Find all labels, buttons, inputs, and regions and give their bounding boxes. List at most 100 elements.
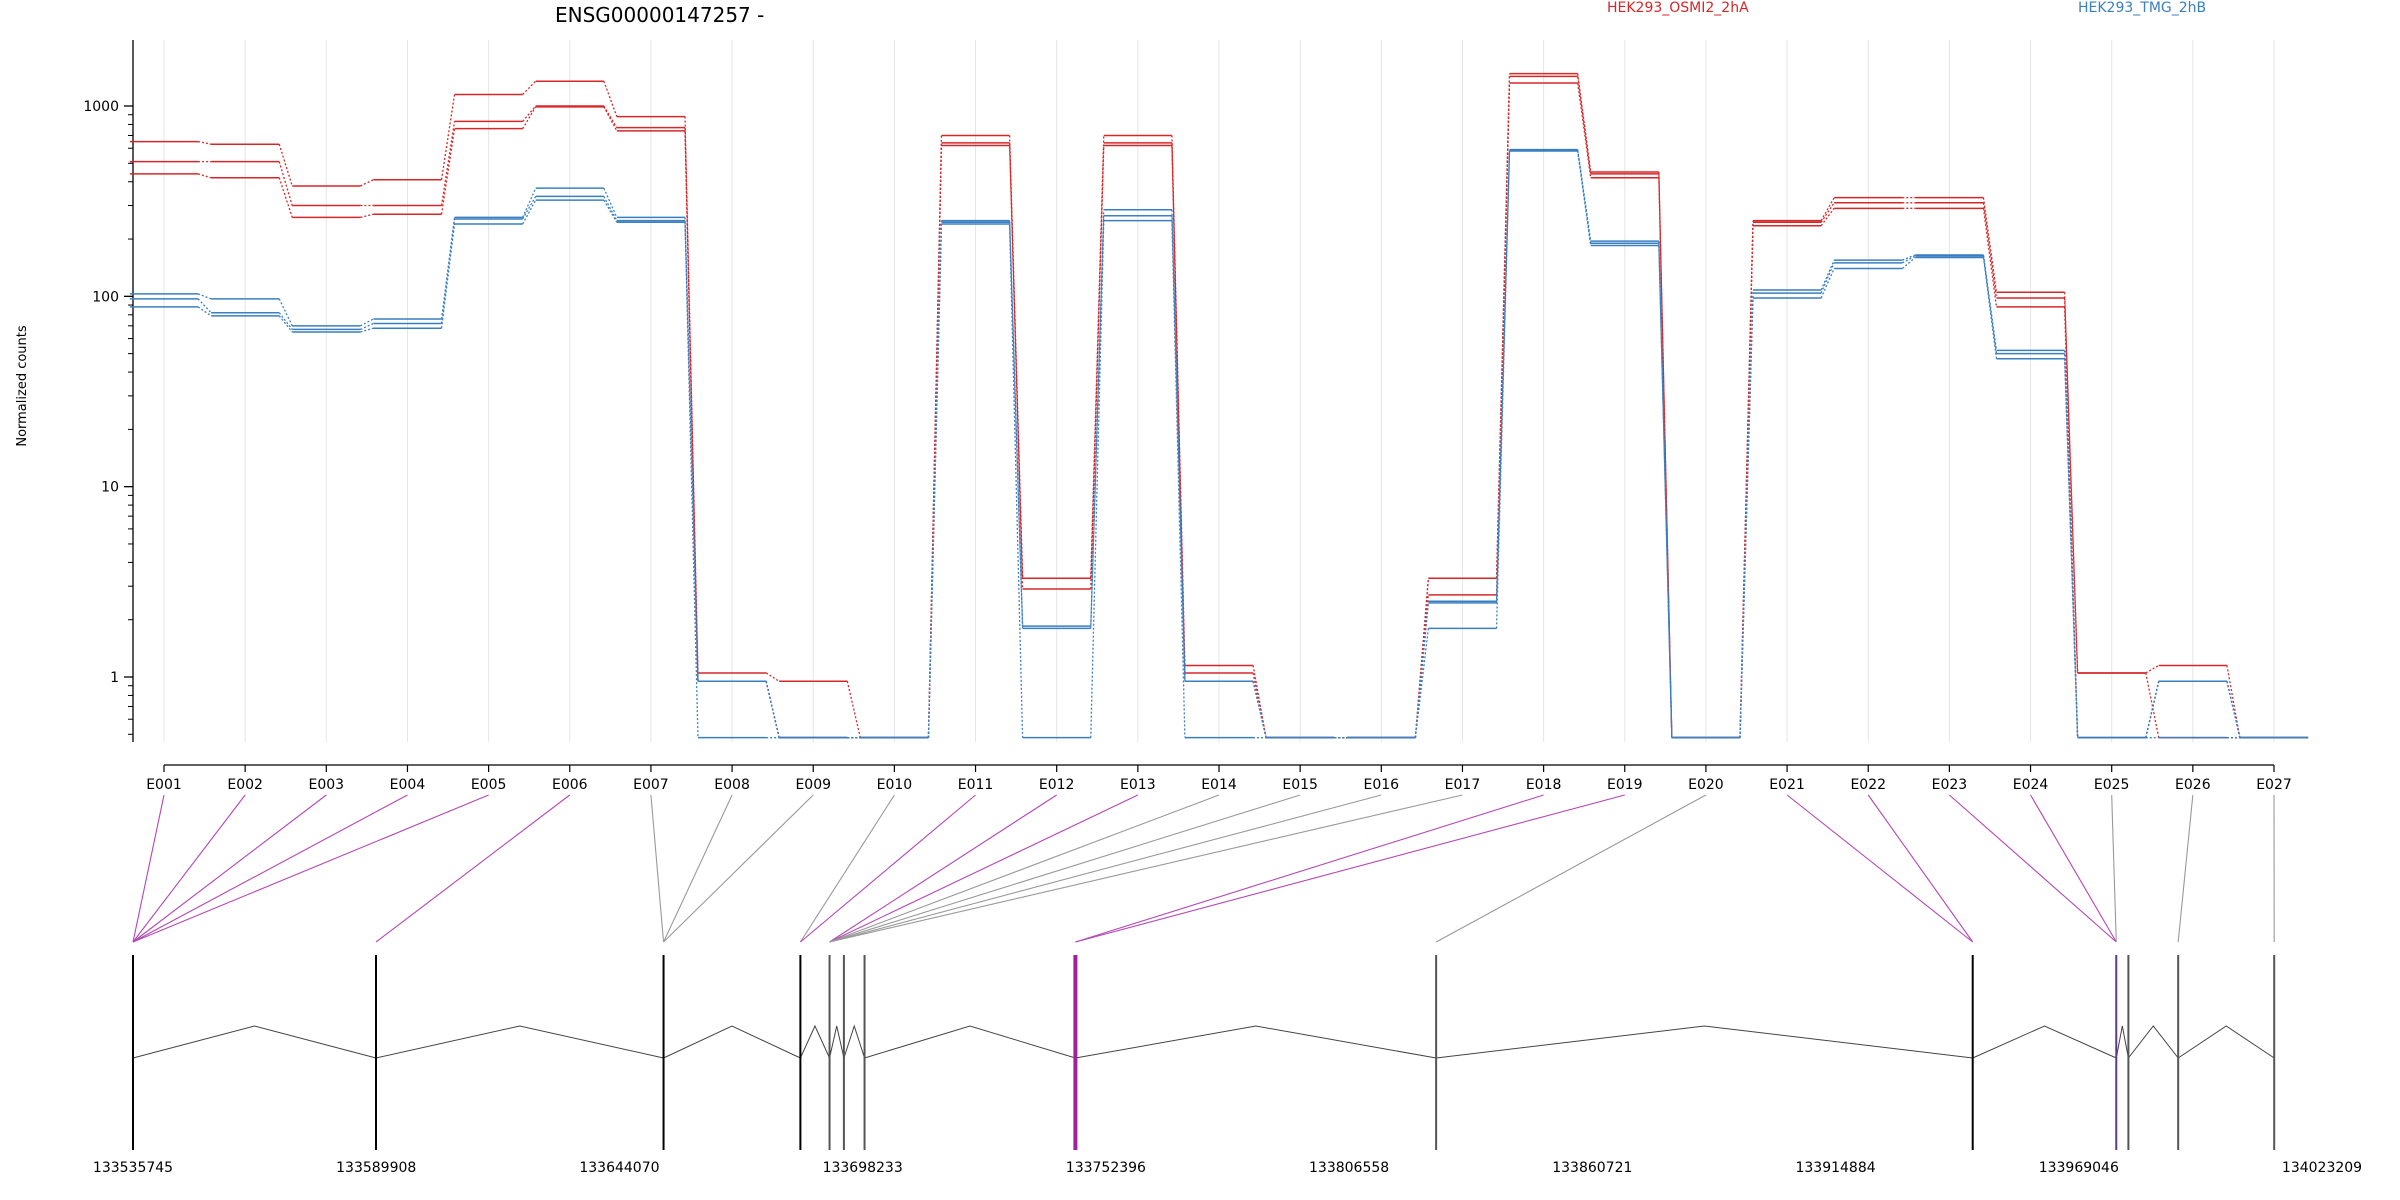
connector-segment <box>1820 268 1835 299</box>
connector-segment <box>2226 665 2241 738</box>
genomic-coordinate-label: 133914884 <box>1795 1160 1875 1176</box>
connector-segment <box>765 672 780 682</box>
connector-segment <box>278 312 293 330</box>
exon-link-line <box>829 794 1301 943</box>
intron-line <box>864 1025 1076 1059</box>
connector-segment <box>522 106 537 130</box>
x-tick-label: E021 <box>1769 777 1805 793</box>
connector-segment <box>1982 257 1998 359</box>
x-tick-label: E008 <box>714 777 750 793</box>
connector-segment <box>197 293 212 300</box>
genomic-coordinate-label: 133860721 <box>1552 1160 1632 1176</box>
connector-segment <box>360 318 374 327</box>
intron-line <box>799 1024 831 1059</box>
x-tick-label: E009 <box>795 777 831 793</box>
connector-segment <box>278 298 293 327</box>
connector-segment <box>2063 306 2079 738</box>
connector-segment <box>278 315 293 333</box>
connector-segment <box>1414 602 1430 738</box>
x-tick-label: E019 <box>1607 777 1643 793</box>
x-tick-label: E010 <box>877 777 913 793</box>
x-tick-label: E005 <box>471 777 507 793</box>
exon-link-lines <box>132 794 2275 943</box>
exon-link-line <box>2177 794 2194 943</box>
exon-link-line <box>132 794 408 943</box>
genomic-coordinate-label: 134023209 <box>2282 1160 2362 1176</box>
connector-segment <box>1495 76 1511 579</box>
exon-link-line <box>132 794 489 943</box>
connector-segment <box>2063 297 2079 673</box>
intron-line <box>843 1024 866 1059</box>
connector-segment <box>1090 209 1105 627</box>
connector-segment <box>1739 293 1754 738</box>
x-tick-label: E020 <box>1688 777 1724 793</box>
x-tick-label: E011 <box>958 777 994 793</box>
connector-segment <box>1090 145 1105 590</box>
gene-model <box>132 955 2276 1150</box>
legend-label-osmi: HEK293_OSMI2_2hA <box>1607 0 1749 16</box>
vertical-gridlines <box>163 40 2275 742</box>
connector-segment <box>684 220 699 682</box>
exon-link-line <box>1075 794 1625 943</box>
x-tick-label: E003 <box>309 777 345 793</box>
intron-line <box>2115 1025 2129 1059</box>
connector-segment <box>360 213 374 218</box>
connector-segment <box>1008 145 1024 590</box>
x-tick-label: E004 <box>390 777 426 793</box>
connector-segment <box>2063 292 2079 673</box>
x-tick-label: E026 <box>2175 777 2211 793</box>
connector-segment <box>1820 197 1835 221</box>
exon-link-line <box>799 794 895 943</box>
x-tick-label: E025 <box>2094 777 2130 793</box>
connector-segment <box>2145 672 2160 738</box>
intron-line <box>375 1025 664 1059</box>
exon-link-line <box>375 794 571 943</box>
exon-link-line <box>1075 794 1544 943</box>
connector-segment <box>360 179 374 187</box>
connector-segment <box>197 173 212 179</box>
connector-segment <box>1739 297 1754 738</box>
intron-line <box>663 1025 801 1059</box>
intron-line <box>2177 1025 2275 1059</box>
intron-line <box>829 1025 845 1059</box>
connector-segment <box>765 681 780 738</box>
connector-segment <box>1658 177 1673 738</box>
connector-segment <box>1414 578 1430 738</box>
genomic-coordinate-label: 133806558 <box>1309 1160 1389 1176</box>
x-tick-label: E018 <box>1526 777 1562 793</box>
connector-segment <box>1820 259 1835 291</box>
exon-link-line <box>132 794 327 943</box>
exon-link-line <box>1949 794 2117 943</box>
x-tick-label: E014 <box>1201 777 1237 793</box>
connector-segment <box>603 199 618 223</box>
connector-segment <box>1171 220 1186 738</box>
connector-segment <box>1090 220 1105 738</box>
connector-segment <box>440 217 456 320</box>
connector-segment <box>522 199 537 225</box>
genomic-coordinate-labels: 133535745 133589908 133644070 133698233 1337… <box>93 1160 2362 1176</box>
x-tick-label: E007 <box>633 777 669 793</box>
connector-segment <box>197 140 212 145</box>
connector-segment <box>1495 150 1511 603</box>
x-tick-label: E027 <box>2256 777 2292 793</box>
exon-link-line <box>829 794 1382 943</box>
connector-segment <box>1901 256 1916 270</box>
exon-link-line <box>132 794 165 943</box>
x-tick-label: E022 <box>1850 777 1886 793</box>
connector-segment <box>278 161 293 206</box>
connector-segment <box>603 196 618 221</box>
exon-link-line <box>1867 794 1974 943</box>
connector-segment <box>846 681 861 738</box>
genomic-coordinate-label: 133644070 <box>579 1160 659 1176</box>
x-tick-label: E024 <box>2013 777 2049 793</box>
intron-line <box>132 1025 377 1059</box>
connector-segment <box>360 322 374 331</box>
exon-link-line <box>2030 794 2117 943</box>
exon-link-line <box>132 794 246 943</box>
exon-link-line <box>829 794 1220 943</box>
connector-segment <box>684 222 699 738</box>
genomic-coordinate-label: 133589908 <box>336 1160 416 1176</box>
exon-link-line <box>1435 794 1707 943</box>
x-tick-labels: E001 E002 E003 E004 E005 E006 E007 E008 E009 E010… <box>146 765 2292 793</box>
